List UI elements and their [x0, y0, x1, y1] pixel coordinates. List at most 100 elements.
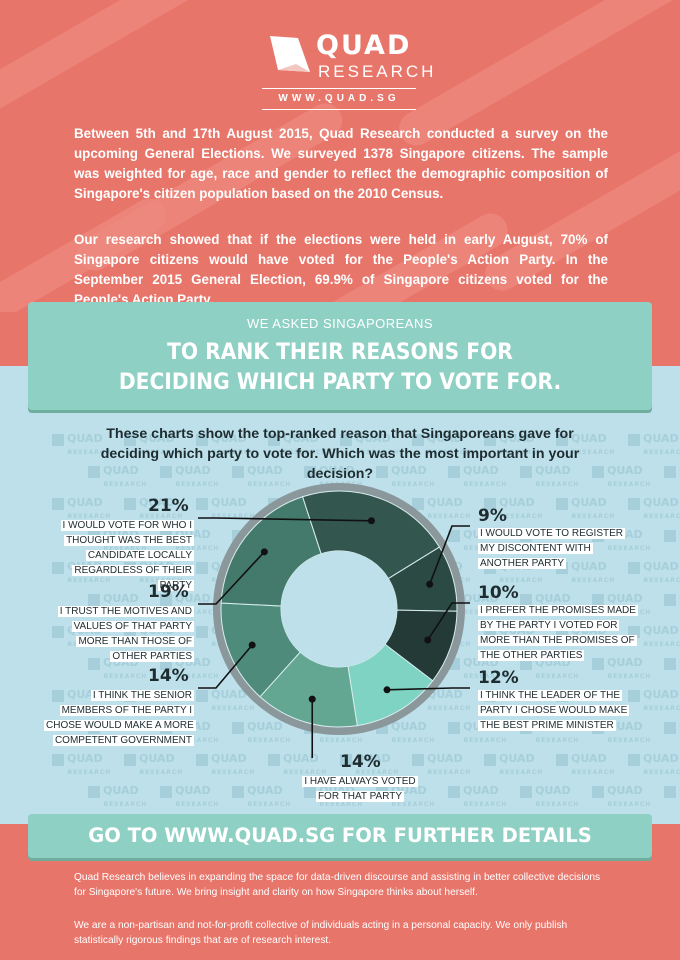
watermark-logo: QUAD RESEARCH: [196, 432, 256, 456]
watermark-logo: QUAD RESEARCH: [232, 784, 292, 808]
slice-percent-1: 9%: [478, 506, 507, 526]
watermark-logo-subtext: RESEARCH: [643, 705, 680, 712]
watermark-logo-icon: [376, 466, 388, 478]
watermark-logo-icon: [196, 562, 208, 574]
watermark-logo-subtext: RESEARCH: [592, 481, 652, 488]
website-url[interactable]: WWW.QUAD.SG: [262, 88, 416, 110]
watermark-logo-subtext: RESEARCH: [484, 513, 544, 520]
watermark-logo: QUAD RESEARCH: [160, 593, 219, 617]
slice-label-6: I TRUST THE MOTIVES AND VALUES OF THAT P…: [44, 604, 194, 664]
slice-percent-0: 21%: [148, 496, 189, 516]
watermark-logo-subtext: RESEARCH: [88, 481, 148, 488]
watermark-logo-icon: [664, 466, 676, 478]
watermark-logo-icon: [52, 498, 64, 510]
watermark-logo-icon: [412, 754, 424, 766]
watermark-logo: QUAD RESEARCH: [196, 752, 256, 776]
watermark-logo-subtext: RESEARCH: [484, 577, 544, 584]
header-section: [0, 0, 680, 312]
watermark-logo-subtext: RESEARCH: [556, 769, 616, 776]
leader-dot-5: [248, 641, 256, 649]
watermark-logo-subtext: RESEARCH: [556, 513, 616, 520]
watermark-logo-icon: [592, 658, 604, 670]
further-details-button[interactable]: GO TO WWW.QUAD.SG FOR FURTHER DETAILS: [28, 814, 652, 858]
watermark-logo-icon: [628, 498, 640, 510]
watermark-logo-icon: [556, 498, 568, 510]
watermark-logo: QUAD RESEARCH: [268, 432, 328, 456]
watermark-logo-subtext: RESEARCH: [196, 513, 256, 520]
leader-dot-0: [367, 517, 375, 525]
watermark-logo-icon: [628, 434, 640, 446]
watermark-logo: QUAD RESEARCH: [340, 752, 400, 776]
watermark-logo-subtext: RESEARCH: [412, 705, 472, 712]
watermark-logo-icon: [232, 466, 244, 478]
watermark-logo: QUAD RESEARCH: [628, 497, 680, 521]
watermark-logo-icon: [88, 594, 100, 606]
watermark-logo-icon: [268, 434, 280, 446]
watermark-logo-subtext: RESEARCH: [412, 769, 472, 776]
slice-label-text-2: I PREFER THE PROMISES MADE BY THE PARTY …: [478, 605, 638, 661]
watermark-logo-subtext: RESEARCH: [592, 545, 652, 552]
watermark-logo: QUAD RESEARCH: [196, 688, 256, 712]
leader-line-5: [198, 644, 253, 689]
watermark-logo: QUAD RESEARCH: [160, 464, 220, 488]
watermark-logo-subtext: RESEARCH: [88, 545, 148, 552]
watermark-logo-icon: [448, 722, 460, 734]
watermark-logo: QUAD RESEARCH: [412, 752, 472, 776]
watermark-logo-subtext: RESEARCH: [592, 673, 652, 680]
banner-subtitle: WE ASKED SINGAPOREANS: [246, 316, 434, 331]
watermark-logo: QUAD RESEARCH: [520, 464, 580, 488]
watermark-logo: QUAD RESEARCH: [52, 496, 112, 520]
watermark-logo: QUAD RESEARCH: [124, 432, 184, 456]
watermark-logo: QUAD RESEARCH: [628, 689, 680, 713]
watermark-logo: QUAD RESEARCH: [52, 432, 112, 456]
watermark-logo-icon: [232, 786, 244, 798]
watermark-logo-subtext: RESEARCH: [643, 449, 680, 456]
watermark-logo-icon: [232, 722, 244, 734]
leader-dot-2: [424, 636, 432, 644]
watermark-logo-icon: [664, 658, 676, 670]
watermark-logo-subtext: RESEARCH: [484, 769, 544, 776]
watermark-logo-icon: [196, 498, 208, 510]
watermark-logo: QUAD RESEARCH: [268, 752, 328, 776]
watermark-logo-icon: [484, 498, 496, 510]
watermark-logo-subtext: RESEARCH: [340, 449, 400, 456]
watermark-logo-subtext: RESEARCH: [196, 769, 256, 776]
watermark-logo: QUAD RESEARCH: [88, 464, 148, 488]
quad-research-logo: QUAD RESEARCH: [268, 28, 433, 88]
watermark-logo-subtext: RESEARCH: [160, 481, 220, 488]
watermark-logo-subtext: RESEARCH: [448, 737, 508, 744]
watermark-logo-subtext: RESEARCH: [196, 705, 256, 712]
watermark-logo-subtext: RESEARCH: [448, 673, 508, 680]
watermark-logo-subtext: RESEARCH: [412, 513, 472, 520]
watermark-logo: QUAD RESEARCH: [556, 752, 616, 776]
watermark-logo-subtext: RESEARCH: [592, 801, 652, 808]
watermark-logo-subtext: RESEARCH: [52, 449, 112, 456]
watermark-logo: QUAD RESEARCH: [232, 464, 292, 488]
watermark-logo-subtext: RESEARCH: [520, 673, 580, 680]
watermark-logo-subtext: RESEARCH: [124, 513, 184, 520]
leader-line-2: [427, 602, 470, 641]
watermark-logo-icon: [484, 434, 496, 446]
slice-label-3: I THINK THE LEADER OF THE PARTY I CHOSE …: [478, 688, 630, 733]
watermark-logo: QUAD RESEARCH: [556, 432, 616, 456]
watermark-logo-icon: [196, 690, 208, 702]
slice-label-1: I WOULD VOTE TO REGISTER MY DISCONTENT W…: [478, 526, 628, 571]
watermark-logo-icon: [628, 754, 640, 766]
watermark-logo-subtext: RESEARCH: [232, 481, 292, 488]
watermark-logo-subtext: RESEARCH: [124, 769, 184, 776]
watermark-logo: QUAD RESEARCH: [628, 753, 680, 777]
watermark-logo-subtext: RESEARCH: [412, 449, 472, 456]
slice-percent-3: 12%: [478, 668, 519, 688]
watermark-logo: QUAD RESEARCH: [340, 432, 400, 456]
watermark-logo: QUAD RESEARCH: [448, 784, 508, 808]
watermark-logo: QUAD RESEARCH: [412, 432, 472, 456]
watermark-logo: QUAD RESEARCH: [52, 752, 112, 776]
watermark-logo: QUAD RESEARCH: [376, 464, 436, 488]
slice-label-2: I PREFER THE PROMISES MADE BY THE PARTY …: [478, 603, 648, 663]
watermark-logo-subtext: RESEARCH: [520, 481, 580, 488]
watermark-logo-icon: [340, 434, 352, 446]
watermark-logo: QUAD RESEARCH: [412, 496, 472, 520]
watermark-logo-icon: [304, 466, 316, 478]
watermark-logo: QUAD RESEARCH: [520, 784, 580, 808]
